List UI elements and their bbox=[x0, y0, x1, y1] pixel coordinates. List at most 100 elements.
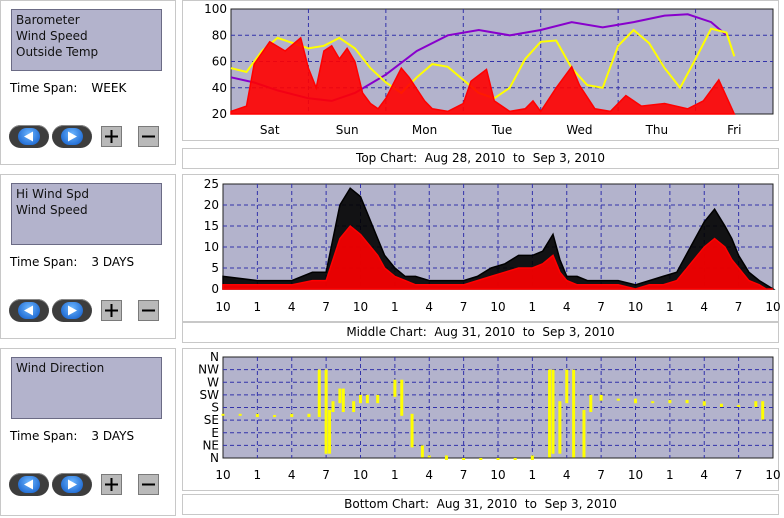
back-arrow-icon bbox=[24, 131, 33, 142]
back-button[interactable] bbox=[9, 473, 49, 496]
y-tick-label: NE bbox=[202, 438, 219, 452]
middle-chart-caption: Middle Chart: Aug 31, 2010 to Sep 3, 201… bbox=[182, 322, 779, 343]
bottom-chart-caption: Bottom Chart: Aug 31, 2010 to Sep 3, 201… bbox=[182, 494, 779, 515]
x-tick-label: Fri bbox=[727, 123, 741, 137]
time-span: Time Span: WEEK bbox=[10, 81, 126, 95]
list-item[interactable]: Hi Wind Spd bbox=[16, 187, 89, 201]
y-tick-label: 40 bbox=[212, 81, 227, 95]
x-tick-label: 1 bbox=[391, 300, 399, 314]
x-tick-label: Wed bbox=[566, 123, 592, 137]
y-tick-label: 60 bbox=[212, 55, 227, 69]
forward-arrow-icon bbox=[68, 479, 77, 490]
x-tick-label: 10 bbox=[353, 468, 368, 482]
bottom-chart[interactable]: N NW W SW S SE E NE N 10 1 4 7 10 1 4 7 10 1 4 7 10 1 4 7 10 bbox=[182, 348, 780, 491]
list-item[interactable]: Wind Speed bbox=[16, 203, 88, 217]
x-tick-label: 4 bbox=[288, 300, 296, 314]
time-span-label: Time Span: bbox=[10, 81, 78, 95]
time-span: Time Span: 3 DAYS bbox=[10, 255, 134, 269]
top-series-list[interactable]: Barometer Wind Speed Outside Temp bbox=[11, 9, 162, 71]
x-tick-label: 4 bbox=[563, 300, 571, 314]
x-tick-label: 10 bbox=[765, 468, 780, 482]
forward-button[interactable] bbox=[52, 473, 92, 496]
back-arrow-icon bbox=[24, 305, 33, 316]
time-span-value[interactable]: 3 DAYS bbox=[91, 255, 135, 269]
zoom-out-button[interactable] bbox=[138, 474, 159, 495]
x-tick-label: 1 bbox=[391, 468, 399, 482]
x-tick-label: 7 bbox=[322, 468, 330, 482]
y-tick-label: E bbox=[211, 426, 219, 440]
plus-icon bbox=[105, 478, 118, 491]
zoom-in-button[interactable] bbox=[101, 300, 122, 321]
y-tick-label: 0 bbox=[211, 282, 219, 296]
x-tick-label: 4 bbox=[563, 468, 571, 482]
y-tick-label: 25 bbox=[204, 177, 219, 191]
zoom-out-button[interactable] bbox=[138, 300, 159, 321]
x-tick-label: 1 bbox=[254, 468, 262, 482]
x-tick-label: 10 bbox=[490, 300, 505, 314]
x-tick-label: 1 bbox=[254, 300, 262, 314]
y-tick-label: 20 bbox=[204, 198, 219, 212]
y-tick-label: N bbox=[210, 350, 219, 364]
top-control-panel: Barometer Wind Speed Outside Temp Time S… bbox=[0, 0, 176, 165]
y-tick-label: 80 bbox=[212, 28, 227, 42]
y-tick-label: 15 bbox=[204, 219, 219, 233]
time-span-label: Time Span: bbox=[10, 255, 78, 269]
x-tick-label: 1 bbox=[529, 300, 537, 314]
x-tick-label: 10 bbox=[215, 300, 230, 314]
plus-icon bbox=[105, 130, 118, 143]
back-arrow-icon bbox=[24, 479, 33, 490]
bottom-control-panel: Wind Direction Time Span: 3 DAYS bbox=[0, 348, 176, 516]
series-area bbox=[230, 36, 736, 115]
minus-icon bbox=[142, 135, 155, 138]
time-span-label: Time Span: bbox=[10, 429, 78, 443]
middle-chart-svg: 25 20 15 10 5 0 10 1 4 7 10 1 4 7 10 1 4 7 10 1 4 7 10 bbox=[204, 177, 780, 314]
y-tick-label: W bbox=[207, 375, 219, 389]
zoom-in-button[interactable] bbox=[101, 126, 122, 147]
zoom-out-button[interactable] bbox=[138, 126, 159, 147]
back-button[interactable] bbox=[9, 299, 49, 322]
x-tick-label: 7 bbox=[735, 468, 743, 482]
middle-chart[interactable]: 25 20 15 10 5 0 10 1 4 7 10 1 4 7 10 1 4 7 10 1 4 7 10 bbox=[182, 174, 780, 322]
x-tick-label: 1 bbox=[529, 468, 537, 482]
y-tick-label: S bbox=[211, 401, 219, 415]
forward-button[interactable] bbox=[52, 299, 92, 322]
y-tick-label: 100 bbox=[204, 2, 227, 16]
list-item[interactable]: Wind Speed bbox=[16, 29, 88, 43]
y-tick-label: 5 bbox=[211, 261, 219, 275]
x-tick-label: 1 bbox=[666, 300, 674, 314]
y-tick-label: SW bbox=[200, 388, 220, 402]
time-span-value[interactable]: WEEK bbox=[91, 81, 127, 95]
x-tick-label: 1 bbox=[666, 468, 674, 482]
back-button[interactable] bbox=[9, 125, 49, 148]
middle-series-list[interactable]: Hi Wind Spd Wind Speed bbox=[11, 183, 162, 245]
list-item[interactable]: Barometer bbox=[16, 13, 80, 27]
x-tick-label: 7 bbox=[735, 300, 743, 314]
list-item[interactable]: Wind Direction bbox=[16, 361, 105, 375]
list-item[interactable]: Outside Temp bbox=[16, 45, 99, 59]
top-chart-svg: 100 80 60 40 20 Sat Sun Mon Tue Wed Thu Fri bbox=[204, 2, 774, 137]
x-tick-label: 7 bbox=[460, 468, 468, 482]
x-tick-label: 7 bbox=[460, 300, 468, 314]
x-tick-label: 4 bbox=[700, 468, 708, 482]
forward-button[interactable] bbox=[52, 125, 92, 148]
x-tick-label: Sat bbox=[260, 123, 280, 137]
x-tick-label: 10 bbox=[628, 468, 643, 482]
series-area bbox=[222, 224, 773, 290]
plus-icon bbox=[105, 304, 118, 317]
x-tick-label: 4 bbox=[425, 300, 433, 314]
top-chart-caption: Top Chart: Aug 28, 2010 to Sep 3, 2010 bbox=[182, 148, 779, 169]
zoom-in-button[interactable] bbox=[101, 474, 122, 495]
x-tick-label: 7 bbox=[597, 300, 605, 314]
x-tick-label: 7 bbox=[597, 468, 605, 482]
forward-arrow-icon bbox=[68, 305, 77, 316]
time-span-value[interactable]: 3 DAYS bbox=[91, 429, 135, 443]
time-span: Time Span: 3 DAYS bbox=[10, 429, 134, 443]
y-tick-label: SE bbox=[204, 413, 219, 427]
x-tick-label: 4 bbox=[700, 300, 708, 314]
x-tick-label: Sun bbox=[336, 123, 359, 137]
y-tick-label: 20 bbox=[212, 107, 227, 121]
bottom-series-list[interactable]: Wind Direction bbox=[11, 357, 162, 419]
top-chart[interactable]: 100 80 60 40 20 Sat Sun Mon Tue Wed Thu Fri bbox=[182, 0, 779, 141]
x-tick-label: 10 bbox=[490, 468, 505, 482]
